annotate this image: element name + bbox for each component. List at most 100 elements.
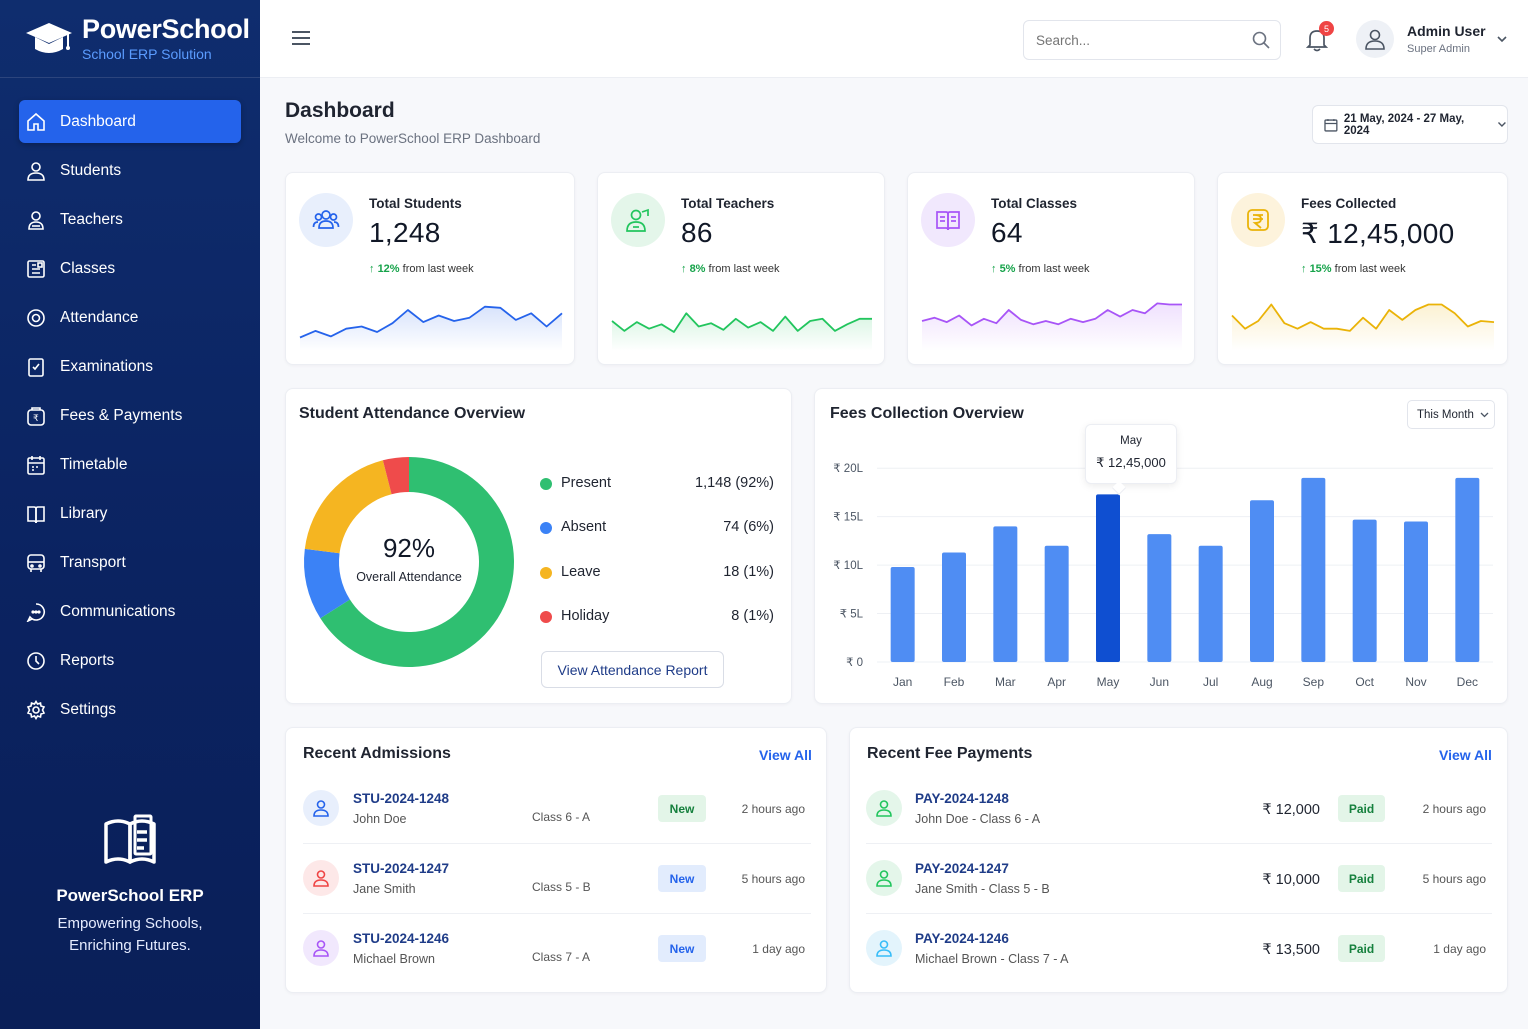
sidebar-item-dashboard[interactable]: Dashboard [19,100,241,143]
sidebar-item-library[interactable]: Library [19,492,241,535]
payment-id[interactable]: PAY-2024-1246 [915,931,1009,946]
chevron-down-icon[interactable] [1496,35,1508,43]
legend-value: 1,148 (92%) [695,475,774,491]
status-badge: Paid [1338,935,1385,962]
sidebar-item-timetable[interactable]: Timetable [19,443,241,486]
sidebar-item-communications[interactable]: Communications [19,590,241,633]
admission-id[interactable]: STU-2024-1246 [353,931,450,946]
stat-label: Total Classes [991,196,1078,211]
payments-view-all-link[interactable]: View All [1439,747,1492,763]
stat-card-students[interactable]: Total Students 1,248 ↑ 12% from last wee… [285,172,575,365]
bar-mar [993,526,1018,662]
tooltip-value: ₹ 12,45,000 [1096,455,1166,470]
legend-dot [540,567,552,579]
bar-feb [942,552,966,662]
arrow-up-icon: ↑ [369,263,378,275]
rupee-icon [1231,193,1285,247]
attendance-center-label: Overall Attendance [356,570,462,584]
table-row[interactable]: STU-2024-1248 John Doe Class 6 - A New 2… [286,773,828,843]
tooltip-month: May [1120,435,1142,447]
legend-absent: Absent 74 (6%) [540,518,774,538]
table-row[interactable]: PAY-2024-1248 John Doe - Class 6 - A ₹ 1… [850,773,1509,843]
stat-card-classes[interactable]: Total Classes 64 ↑ 5% from last week [907,172,1195,365]
row-time: 1 day ago [752,942,805,956]
payment-id[interactable]: PAY-2024-1247 [915,861,1009,876]
payment-id[interactable]: PAY-2024-1248 [915,791,1009,806]
view-attendance-report-button[interactable]: View Attendance Report [541,651,724,688]
sidebar-item-classes[interactable]: Classes [19,247,241,290]
user-icon [25,160,47,182]
legend-value: 74 (6%) [723,519,774,535]
period-select[interactable]: This Month [1407,400,1495,429]
x-tick-label: Feb [944,675,965,689]
payments-title: Recent Fee Payments [867,745,1033,762]
date-range-picker[interactable]: 21 May, 2024 - 27 May, 2024 [1312,105,1508,144]
sparkline-line [611,312,872,333]
sidebar-item-transport[interactable]: Transport [19,541,241,584]
sidebar-item-settings[interactable]: Settings [19,688,241,731]
sidebar-item-examinations[interactable]: Examinations [19,345,241,388]
table-row[interactable]: STU-2024-1247 Jane Smith Class 5 - B New… [286,843,828,913]
table-row[interactable]: PAY-2024-1246 Michael Brown - Class 7 - … [850,913,1509,983]
page-subtitle: Welcome to PowerSchool ERP Dashboard [285,131,541,146]
stat-card-fees[interactable]: Fees Collected ₹ 12,45,000 ↑ 15% from la… [1217,172,1508,365]
avatar[interactable] [1356,20,1394,58]
legend-value: 8 (1%) [731,608,774,624]
search-box [1023,20,1281,60]
legend-leave: Leave 18 (1%) [540,563,774,583]
admission-id[interactable]: STU-2024-1247 [353,861,450,876]
user-avatar-icon [1365,29,1385,50]
sidebar-item-label: Dashboard [60,112,136,130]
sparkline [921,302,1182,351]
chart-tooltip: May ₹ 12,45,000 [1085,424,1177,484]
sidebar-item-label: Examinations [60,357,154,375]
table-row[interactable]: PAY-2024-1247 Jane Smith - Class 5 - B ₹… [850,843,1509,913]
fees-chart-title: Fees Collection Overview [830,405,1024,422]
chevron-down-icon [1480,412,1489,417]
table-row[interactable]: STU-2024-1246 Michael Brown Class 7 - A … [286,913,828,983]
y-tick-label: ₹ 5L [840,609,864,621]
search-input[interactable] [1024,21,1234,59]
payment-detail: John Doe - Class 6 - A [915,812,1041,826]
sidebar-item-students[interactable]: Students [19,149,241,192]
sidebar-item-attendance[interactable]: Attendance [19,296,241,339]
x-tick-label: Aug [1251,675,1272,689]
sidebar-nav: Dashboard Students Teachers Classes Atte… [0,78,260,731]
sidebar-item-teachers[interactable]: Teachers [19,198,241,241]
sparkline-line [1231,303,1495,332]
payer-avatar-icon [866,930,902,966]
sparkline-area [300,306,562,351]
hamburger-menu-icon[interactable] [290,28,312,48]
donut-slice-absent [304,548,350,619]
sidebar-item-fees-payments[interactable]: ₹ Fees & Payments [19,394,241,437]
brand[interactable]: PowerSchool School ERP Solution [0,0,260,78]
sidebar-item-reports[interactable]: Reports [19,639,241,682]
status-badge: Paid [1338,865,1385,892]
reports-icon [25,650,47,672]
student-name: John Doe [353,812,407,826]
admissions-view-all-link[interactable]: View All [759,747,812,763]
bell-icon[interactable] [1306,28,1328,52]
legend-dot [540,611,552,623]
legend-value: 18 (1%) [723,564,774,580]
legend-holiday: Holiday 8 (1%) [540,607,774,627]
sidebar-item-label: Fees & Payments [60,406,183,424]
x-tick-label: Jun [1150,675,1169,689]
x-tick-label: Nov [1405,675,1426,689]
search-icon[interactable] [1252,31,1270,49]
notification-badge: 5 [1319,21,1334,36]
stat-change-text: from last week [1334,263,1406,275]
stat-change-percent: 5% [999,263,1016,275]
stat-change: ↑ 5% from last week [991,263,1089,275]
sparkline-line [921,302,1182,327]
user-name[interactable]: Admin User [1407,23,1486,39]
arrow-up-icon: ↑ [1301,263,1310,275]
calendar-icon [25,454,47,476]
payment-detail: Michael Brown - Class 7 - A [915,952,1069,966]
sidebar-promo: PowerSchool ERP Empowering Schools, Enri… [0,812,260,957]
admission-id[interactable]: STU-2024-1248 [353,791,450,806]
sidebar: PowerSchool School ERP Solution Dashboar… [0,0,260,1029]
fees-collection-card: Fees Collection Overview This Month ₹ 0 ₹… [814,388,1508,704]
stat-card-teachers[interactable]: Total Teachers 86 ↑ 8% from last week [597,172,885,365]
x-tick-label: Sep [1303,675,1325,689]
